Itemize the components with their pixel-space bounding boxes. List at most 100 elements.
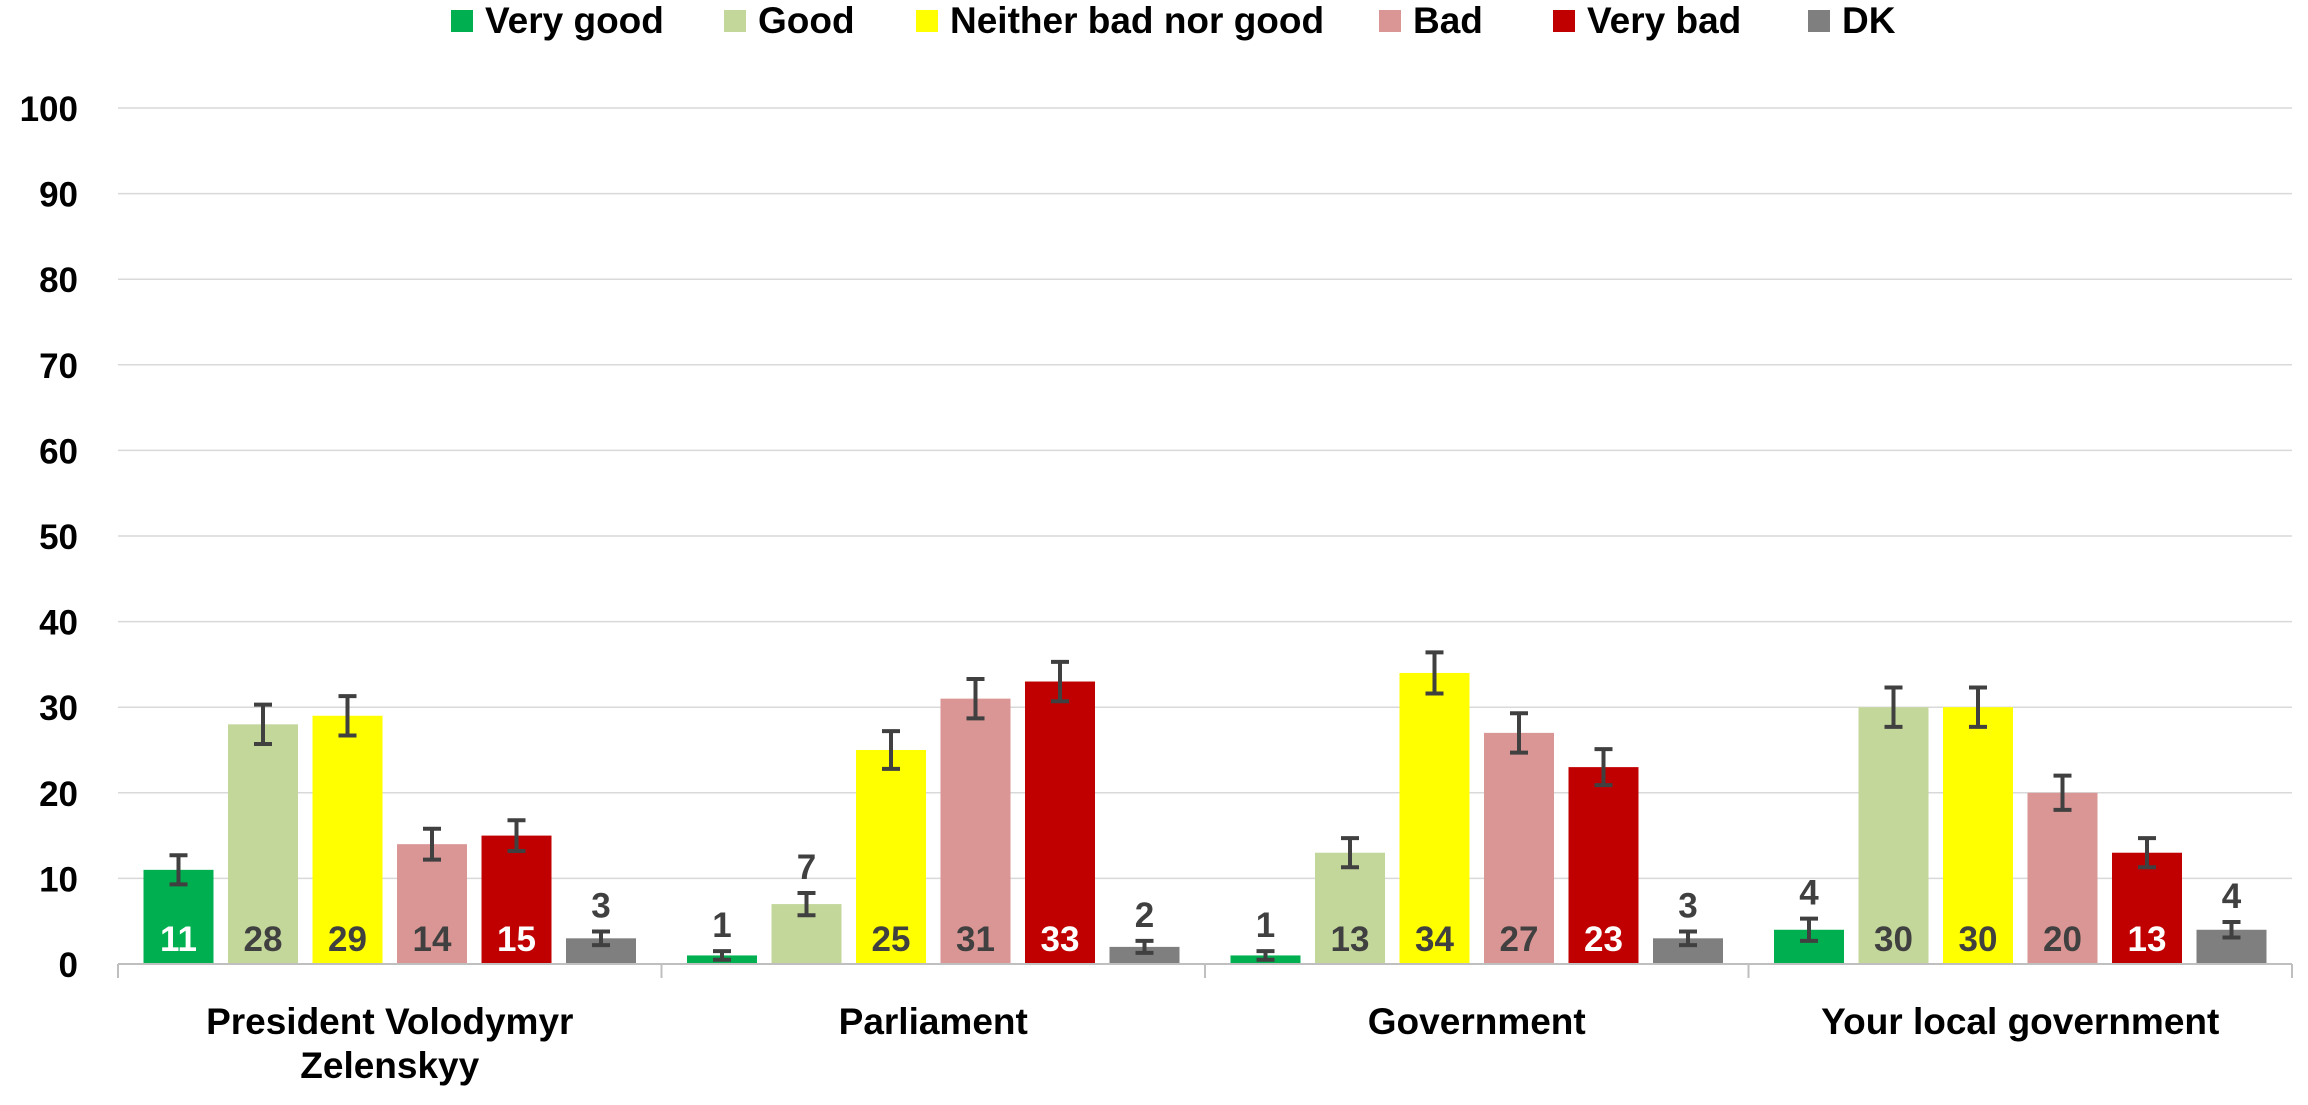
legend-item-1: Very good (451, 0, 664, 41)
bar (481, 835, 552, 964)
y-tick-label: 30 (39, 689, 78, 728)
error-bar (1256, 949, 1275, 962)
y-tick-label: 50 (39, 518, 78, 557)
bar-group: 1 13 34 27 23 3 (1230, 650, 1723, 964)
data-label: 7 (797, 848, 816, 887)
bar (1025, 681, 1095, 964)
data-label: 15 (497, 920, 536, 959)
bar (1858, 707, 1929, 964)
error-bar (254, 702, 272, 747)
x-category-label-line: Parliament (839, 1001, 1028, 1042)
y-axis-ticks: 0 10 20 30 40 50 60 70 80 90 100 (20, 90, 78, 985)
y-tick-label: 20 (39, 775, 78, 814)
bar (940, 698, 1011, 964)
error-bar (1969, 685, 1987, 729)
data-label: 30 (1959, 920, 1998, 959)
error-bar (2053, 773, 2072, 812)
y-tick-label: 40 (39, 604, 78, 643)
bar-group: 1 7 25 31 33 2 (687, 659, 1180, 964)
data-label: 20 (2043, 920, 2082, 959)
bar-group: 4 30 30 20 13 4 (1774, 685, 2267, 964)
data-label: 13 (1331, 920, 1370, 959)
legend-label: Very good (485, 0, 664, 41)
x-category-label-line: Government (1368, 1001, 1586, 1042)
bar (397, 844, 467, 964)
bar-group: 11 28 29 14 15 3 (143, 694, 636, 964)
error-bar (1341, 836, 1359, 870)
error-bar (169, 853, 188, 887)
bar (1568, 767, 1639, 964)
data-label: 31 (956, 920, 995, 959)
legend-item-5: Very bad (1553, 0, 1741, 41)
x-category-label: Government (1368, 1001, 1586, 1042)
data-label: 27 (1500, 920, 1539, 959)
bar (1484, 732, 1554, 964)
data-label: 28 (244, 920, 283, 959)
legend-label: DK (1842, 0, 1896, 41)
legend-label: Good (758, 0, 855, 41)
bar (228, 724, 298, 964)
legend: Very good Good Neither bad nor good Bad Very… (451, 0, 1896, 41)
legend-swatch (451, 10, 473, 32)
error-bar (1884, 685, 1903, 729)
error-bar (797, 890, 816, 918)
y-tick-label: 80 (39, 261, 78, 300)
bar (2027, 792, 2098, 964)
data-label: 4 (1799, 874, 1819, 913)
y-tick-label: 0 (59, 946, 78, 985)
x-category-label: Your local government (1821, 1001, 2219, 1042)
legend-swatch (1379, 10, 1401, 32)
bar (2112, 852, 2182, 964)
y-tick-label: 90 (39, 176, 78, 215)
legend-swatch (724, 10, 746, 32)
bar (1315, 852, 1385, 964)
data-label: 4 (2222, 877, 2242, 916)
bar (312, 715, 383, 964)
bar (856, 750, 926, 964)
error-bar (1594, 747, 1613, 788)
error-bar (507, 818, 526, 854)
legend-item-2: Good (724, 0, 855, 41)
bar (1399, 672, 1470, 964)
data-label: 34 (1415, 920, 1454, 959)
data-label: 30 (1874, 920, 1913, 959)
error-bar (338, 694, 357, 738)
error-bar (713, 949, 731, 962)
error-bar (2222, 920, 2241, 940)
bar (1943, 707, 2013, 964)
legend-item-4: Bad (1379, 0, 1483, 41)
error-bar (1051, 659, 1069, 704)
data-label: 3 (591, 886, 610, 925)
y-tick-label: 70 (39, 347, 78, 386)
data-label: 14 (413, 920, 452, 959)
error-bar (966, 676, 985, 721)
error-bar (592, 929, 610, 948)
legend-item-3: Neither bad nor good (916, 0, 1324, 41)
legend-label: Neither bad nor good (950, 0, 1324, 41)
data-label: 29 (328, 920, 367, 959)
legend-swatch (1553, 10, 1575, 32)
error-bar (2138, 836, 2156, 870)
error-bar (1425, 650, 1444, 696)
bar (1109, 946, 1180, 964)
error-bar (882, 729, 900, 771)
gridlines (118, 107, 2292, 880)
y-tick-label: 10 (39, 860, 78, 899)
data-label: 3 (1678, 886, 1697, 925)
x-category-label: Parliament (839, 1001, 1028, 1042)
error-bar (1510, 711, 1528, 755)
data-label: 2 (1135, 896, 1154, 935)
legend-item-6: DK (1808, 0, 1896, 41)
x-category-label-line: Your local government (1821, 1001, 2219, 1042)
data-label: 23 (1584, 920, 1623, 959)
legend-label: Bad (1413, 0, 1483, 41)
error-bar (1800, 916, 1818, 943)
y-tick-label: 100 (20, 90, 78, 129)
x-category-label: President Volodymyr Zelenskyy (206, 1001, 573, 1086)
legend-swatch (916, 10, 938, 32)
error-bar (1135, 938, 1154, 955)
x-category-label-line: President Volodymyr (206, 1001, 573, 1042)
